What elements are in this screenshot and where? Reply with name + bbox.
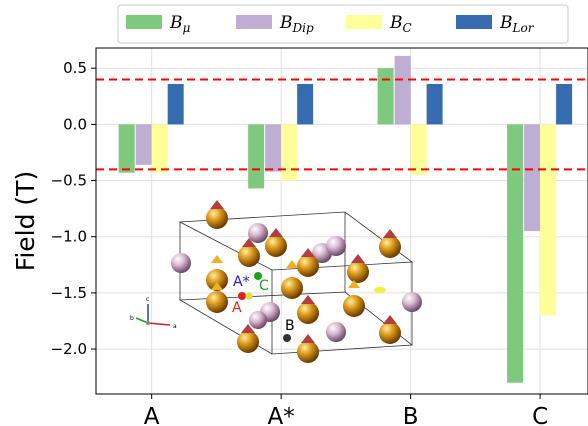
bar-mu-2 — [377, 68, 394, 125]
legend-label: BC — [389, 13, 412, 35]
legend-swatch — [126, 15, 162, 29]
bar-lor-3 — [556, 83, 573, 125]
bar-c-0 — [151, 124, 168, 173]
site-label-b: B — [285, 318, 295, 334]
bars — [118, 55, 573, 383]
y-tick-label: −1.5 — [51, 284, 87, 302]
site-labels: A* C A B — [232, 274, 295, 334]
bar-mu-3 — [507, 124, 524, 383]
axis-label-b: b — [130, 315, 134, 322]
y-tick-label: −0.5 — [51, 172, 87, 190]
x-tick-label: B — [403, 404, 419, 426]
bar-mu-0 — [118, 124, 135, 173]
legend-swatch — [236, 15, 272, 29]
crystal-structure-inset: A* C A B c b a — [130, 200, 422, 363]
x-tick-label: C — [532, 404, 548, 426]
y-tick-label: −2.0 — [51, 340, 87, 358]
legend-swatch — [456, 15, 492, 29]
gold-atoms — [206, 207, 401, 363]
crystal-axes-indicator: c b a — [130, 296, 177, 330]
site-label-c: C — [259, 278, 269, 294]
bar-dip-3 — [524, 124, 541, 232]
plot-frame — [95, 47, 588, 395]
x-tick-label: A — [144, 404, 160, 426]
pink-atoms — [171, 223, 422, 342]
y-tick-label: 0.5 — [63, 59, 87, 77]
bar-dip-2 — [394, 55, 411, 125]
y-tick-label: 0.0 — [63, 115, 87, 133]
site-label-a: A — [232, 300, 242, 316]
bar-mu-1 — [248, 124, 265, 189]
bar-c-1 — [281, 124, 298, 181]
bar-lor-1 — [297, 83, 314, 125]
legend: Bμ BDip BC BLor — [117, 4, 569, 44]
y-axis-label: Field (T) — [11, 171, 40, 271]
muon-sites — [238, 272, 386, 342]
bar-c-2 — [410, 124, 427, 175]
spin-arrows — [210, 200, 397, 343]
legend-label: Bμ — [169, 13, 191, 35]
reference-lines — [96, 78, 588, 171]
y-tick-label: −1.0 — [51, 228, 87, 246]
bar-lor-2 — [426, 83, 443, 125]
x-axis: A A* B C — [144, 394, 548, 426]
legend-label: BDip — [279, 13, 314, 35]
axis-label-c: c — [146, 296, 149, 303]
legend-label: BLor — [499, 13, 535, 35]
bar-dip-1 — [265, 124, 282, 172]
legend-swatch — [346, 15, 382, 29]
site-label-a-star: A* — [233, 274, 250, 290]
bar-c-3 — [540, 124, 557, 316]
bar-lor-0 — [167, 83, 184, 125]
x-tick-label: A* — [268, 404, 295, 426]
axis-label-a: a — [173, 323, 177, 330]
bar-dip-0 — [135, 124, 152, 165]
y-axis: 0.5 0.0 −0.5 −1.0 −1.5 −2.0 — [51, 59, 96, 358]
